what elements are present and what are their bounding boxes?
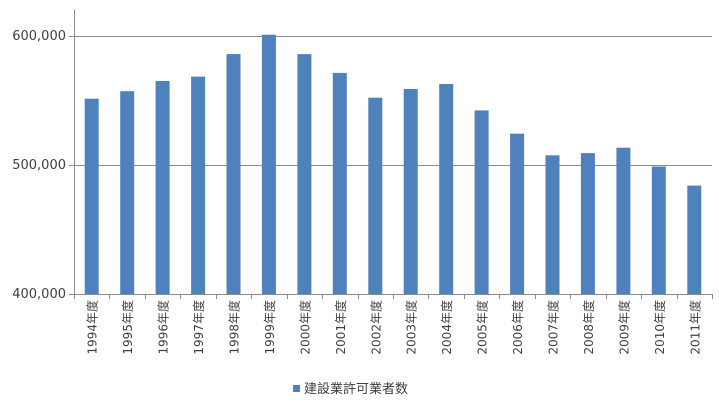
bar xyxy=(403,89,418,294)
bars xyxy=(84,34,702,295)
gridlines xyxy=(74,36,712,166)
y-tick-labels: 400,000 500,000 600,000 xyxy=(12,29,66,302)
bar xyxy=(439,84,454,294)
axes xyxy=(69,10,713,299)
x-tick-label: 2010年度 xyxy=(652,300,667,355)
bar xyxy=(368,97,383,294)
x-tick-label: 1998年度 xyxy=(227,300,242,355)
x-tick-label: 1994年度 xyxy=(85,300,100,355)
y-tick-label: 600,000 xyxy=(12,29,66,44)
bar xyxy=(687,185,702,294)
x-tick-label: 2008年度 xyxy=(581,300,596,355)
y-tick-label: 500,000 xyxy=(12,158,66,173)
x-tick-label: 1996年度 xyxy=(156,300,171,355)
bar xyxy=(332,72,347,295)
legend-swatch xyxy=(293,385,300,392)
bar xyxy=(84,98,99,294)
bar xyxy=(545,155,560,294)
bar xyxy=(616,147,631,294)
x-tick-label: 2003年度 xyxy=(404,300,419,355)
x-tick-label: 2004年度 xyxy=(439,300,454,355)
bar xyxy=(474,110,489,295)
bar xyxy=(651,166,666,294)
x-tick-label: 1995年度 xyxy=(120,300,135,355)
x-tick-label: 2011年度 xyxy=(687,300,702,355)
bar xyxy=(120,91,135,294)
x-tick-labels: 1994年度 1995年度 1996年度 1997年度 1998年度 1999年度 2000… xyxy=(85,300,703,355)
x-tick-label: 2005年度 xyxy=(475,300,490,355)
bar xyxy=(155,81,170,294)
y-tick-label: 400,000 xyxy=(12,287,66,302)
bar xyxy=(510,133,525,294)
x-tick-label: 2002年度 xyxy=(368,300,383,355)
bar xyxy=(297,54,312,294)
x-tick-label: 2000年度 xyxy=(297,300,312,355)
legend-label: 建設業許可業者数 xyxy=(304,381,408,397)
x-tick-label: 2006年度 xyxy=(510,300,525,355)
x-tick-label: 2001年度 xyxy=(333,300,348,355)
x-tick-label: 2009年度 xyxy=(616,300,631,355)
bar xyxy=(580,153,595,294)
x-tick-label: 1997年度 xyxy=(191,300,206,355)
x-tick-label: 1999年度 xyxy=(262,300,277,355)
bar xyxy=(226,54,241,294)
bar xyxy=(191,76,206,294)
x-tick-label: 2007年度 xyxy=(546,300,561,355)
legend: 建設業許可業者数 xyxy=(293,381,408,397)
bar xyxy=(261,34,276,294)
